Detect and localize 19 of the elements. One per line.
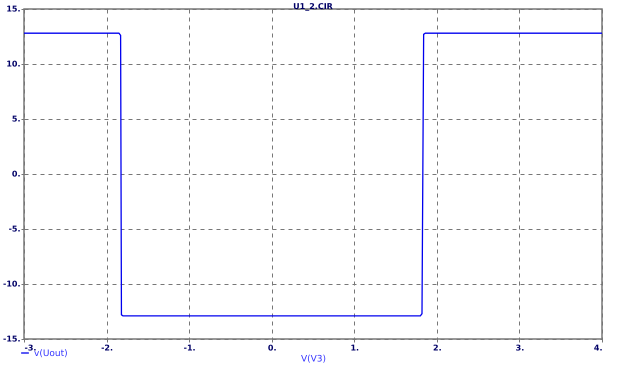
x-tick-label: -2. — [101, 344, 114, 352]
x-tick-label: 0. — [268, 344, 277, 352]
y-tick-label: 0. — [12, 170, 20, 178]
x-tick-label: -1. — [184, 344, 196, 352]
x-tick-label: 2. — [433, 344, 442, 352]
y-tick-label: -5. — [8, 224, 20, 234]
y-tick-label: -15. — [3, 334, 20, 344]
x-tick-label: 3. — [516, 344, 524, 352]
chart-title: U1_2.CIR — [293, 2, 333, 11]
x-axis-title: V(V3) — [300, 354, 326, 364]
x-tick-label: 1. — [350, 344, 360, 352]
y-tick-label: 15. — [6, 4, 20, 14]
y-tick-label: -10. — [3, 280, 20, 288]
line-series — [24, 32, 602, 317]
x-tick-label: -3. — [24, 344, 36, 352]
x-tick-label: 4. — [594, 344, 602, 352]
y-tick-label: 10. — [6, 60, 20, 68]
legend-label: v(Uout) — [34, 349, 68, 359]
y-tick-label: 5. — [12, 114, 20, 124]
